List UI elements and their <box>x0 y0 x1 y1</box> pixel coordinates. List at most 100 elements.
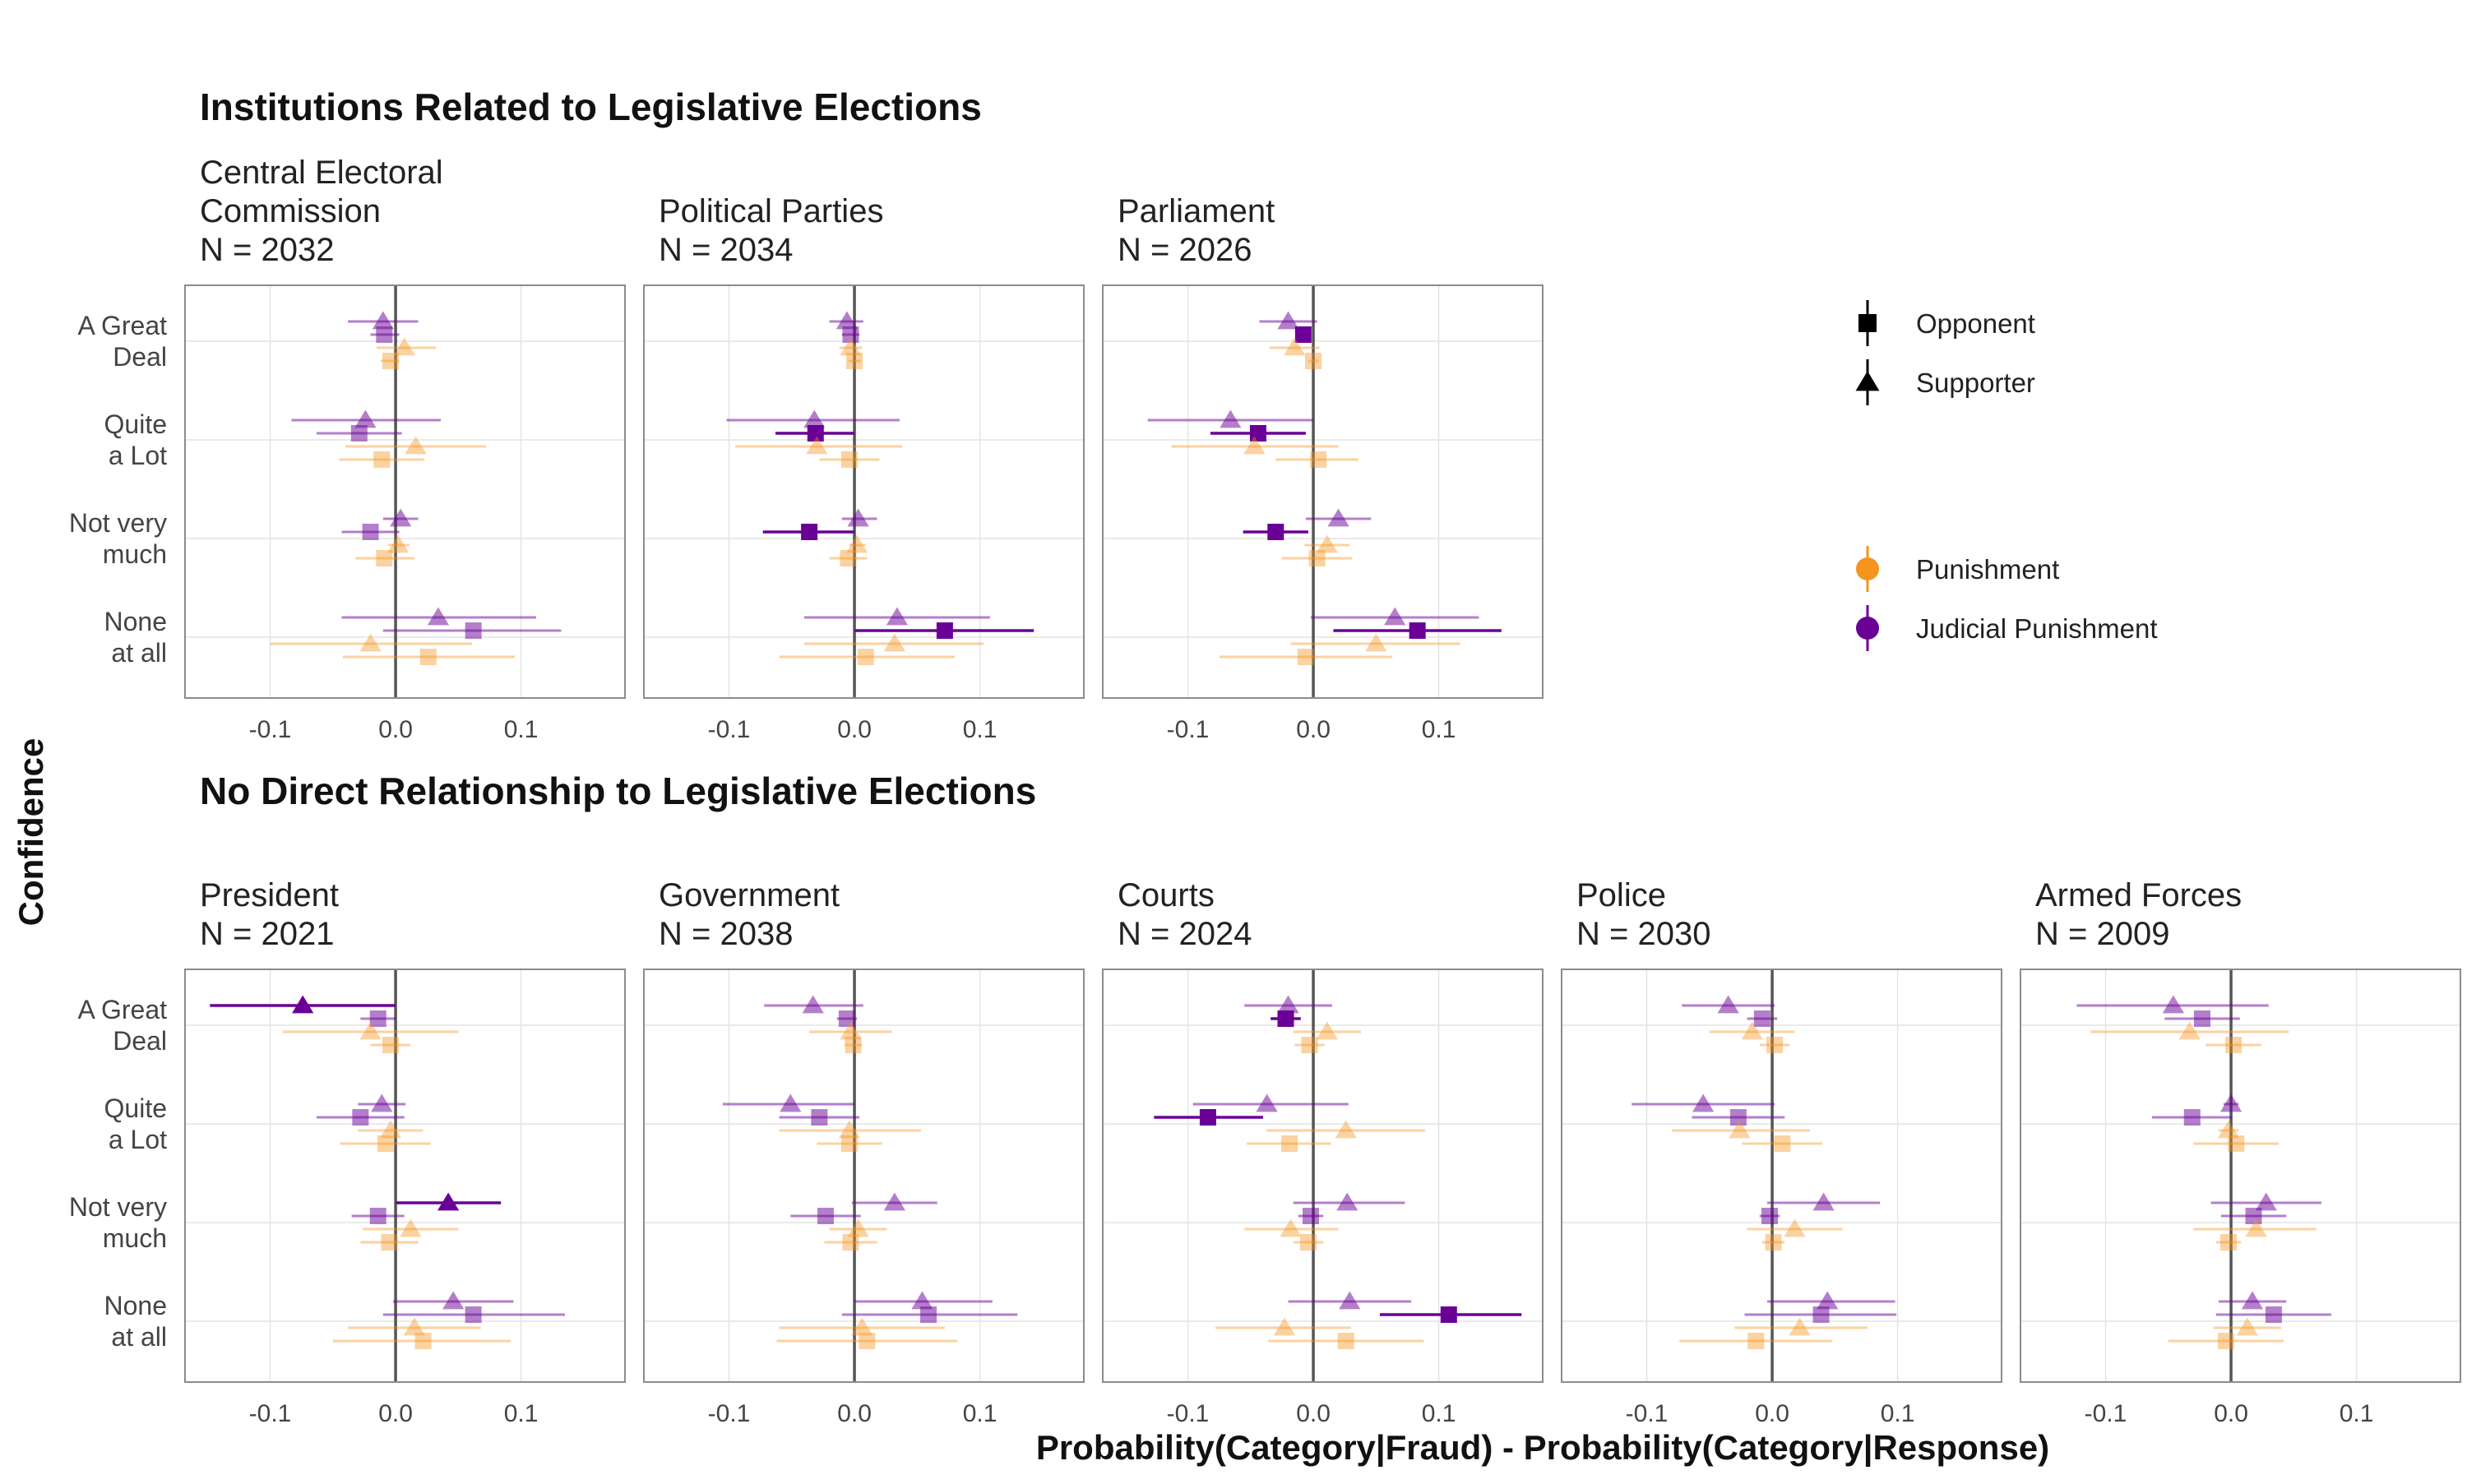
y-category-label: Deal <box>113 1026 167 1056</box>
y-category-label: A Great <box>78 311 168 340</box>
point-judicial-opponent <box>1729 1109 1747 1126</box>
point-judicial-opponent <box>807 425 824 442</box>
point-punishment-opponent <box>1297 649 1314 665</box>
point-judicial-supporter <box>1277 995 1299 1014</box>
point-judicial-opponent <box>1812 1306 1830 1323</box>
point-punishment-supporter <box>1273 1317 1296 1336</box>
y-category-label: Not very <box>69 508 167 538</box>
panel-n-label: N = 2009 <box>2035 916 2169 952</box>
panel-n-label: N = 2026 <box>1118 232 1252 268</box>
point-judicial-supporter <box>427 607 450 626</box>
y-category-label: much <box>103 539 167 569</box>
panel-n-label: N = 2034 <box>659 232 793 268</box>
panel-n-label: N = 2021 <box>200 916 334 952</box>
point-judicial-opponent <box>2183 1109 2201 1126</box>
point-judicial-supporter <box>802 995 824 1014</box>
point-punishment-supporter <box>1243 436 1266 455</box>
point-judicial-supporter <box>1812 1192 1835 1211</box>
point-punishment-opponent <box>381 1234 398 1251</box>
legend-label: Supporter <box>1916 368 2035 398</box>
point-punishment-opponent <box>373 451 391 468</box>
point-punishment-opponent <box>1747 1333 1765 1349</box>
point-punishment-opponent <box>1310 451 1327 468</box>
point-judicial-supporter <box>1384 607 1406 626</box>
y-category-label: Deal <box>113 342 167 372</box>
point-judicial-supporter <box>2241 1291 2264 1310</box>
panel-title: Armed Forces <box>2035 877 2242 913</box>
point-judicial-supporter <box>1692 1093 1715 1112</box>
point-punishment-opponent <box>1281 1135 1298 1152</box>
x-tick-label: -0.1 <box>1626 1400 1669 1427</box>
point-punishment-supporter <box>1335 1120 1357 1139</box>
x-tick-label: -0.1 <box>708 716 751 743</box>
point-punishment-opponent <box>2228 1135 2245 1152</box>
x-tick-label: 0.0 <box>378 1400 413 1427</box>
point-judicial-opponent <box>801 524 818 540</box>
point-punishment-supporter <box>840 337 862 356</box>
legend-label: Punishment <box>1916 554 2059 585</box>
panel-frame <box>1561 969 2002 1383</box>
x-tick-label: 0.0 <box>378 716 413 743</box>
point-punishment-opponent <box>2220 1234 2238 1251</box>
point-judicial-opponent <box>1761 1208 1779 1224</box>
panel-n-label: N = 2024 <box>1118 916 1252 952</box>
panel-title: Parliament <box>1118 193 1275 229</box>
legend-circle-icon <box>1856 557 1879 580</box>
panel-n-label: N = 2038 <box>659 916 793 952</box>
legend-square-icon <box>1858 314 1877 332</box>
panel-title: Central Electoral <box>200 155 443 191</box>
x-tick-label: 0.1 <box>2340 1400 2374 1427</box>
point-punishment-supporter <box>840 1021 862 1040</box>
point-judicial-opponent <box>1199 1109 1216 1126</box>
point-judicial-opponent <box>811 1109 828 1126</box>
point-punishment-opponent <box>1774 1135 1791 1152</box>
point-punishment-opponent <box>377 1135 394 1152</box>
point-punishment-opponent <box>840 1135 858 1152</box>
point-judicial-supporter <box>372 311 394 330</box>
x-tick-label: 0.1 <box>504 1400 539 1427</box>
y-category-label: at all <box>111 638 167 668</box>
point-judicial-supporter <box>1220 409 1242 428</box>
point-judicial-opponent <box>1440 1306 1457 1323</box>
point-punishment-supporter <box>400 1218 422 1237</box>
x-tick-label: -0.1 <box>249 1400 292 1427</box>
y-category-label: Quite <box>104 409 167 439</box>
panel-title: Police <box>1576 877 1666 913</box>
point-judicial-opponent <box>838 1010 855 1027</box>
point-punishment-supporter <box>1741 1021 1763 1040</box>
point-judicial-opponent <box>1753 1010 1770 1027</box>
point-judicial-supporter <box>437 1192 460 1211</box>
point-judicial-opponent <box>376 326 393 343</box>
point-judicial-supporter <box>886 607 909 626</box>
point-punishment-supporter <box>359 633 382 652</box>
point-punishment-supporter <box>838 1120 861 1139</box>
point-punishment-opponent <box>376 550 393 566</box>
point-judicial-opponent <box>350 425 368 442</box>
point-judicial-supporter <box>1339 1291 1361 1310</box>
point-punishment-opponent <box>1305 353 1322 369</box>
point-punishment-supporter <box>847 1218 869 1237</box>
y-category-label: at all <box>111 1322 167 1352</box>
point-punishment-supporter <box>845 534 868 553</box>
point-judicial-opponent <box>2193 1010 2210 1027</box>
point-judicial-opponent <box>842 326 859 343</box>
y-category-label: Not very <box>69 1192 167 1222</box>
point-judicial-supporter <box>835 311 859 330</box>
point-punishment-opponent <box>840 550 857 566</box>
point-punishment-opponent <box>845 1037 862 1053</box>
x-axis-title: Probability(Category|Fraud) - Probabilit… <box>1036 1428 2049 1468</box>
point-punishment-opponent <box>414 1333 432 1349</box>
point-punishment-supporter <box>1365 633 1387 652</box>
point-judicial-opponent <box>920 1306 937 1323</box>
point-judicial-opponent <box>1294 326 1312 343</box>
point-punishment-supporter <box>1789 1317 1811 1336</box>
point-punishment-opponent <box>1765 1234 1782 1251</box>
point-judicial-opponent <box>369 1010 386 1027</box>
x-tick-label: 0.0 <box>1296 1400 1331 1427</box>
point-punishment-supporter <box>2236 1317 2259 1336</box>
